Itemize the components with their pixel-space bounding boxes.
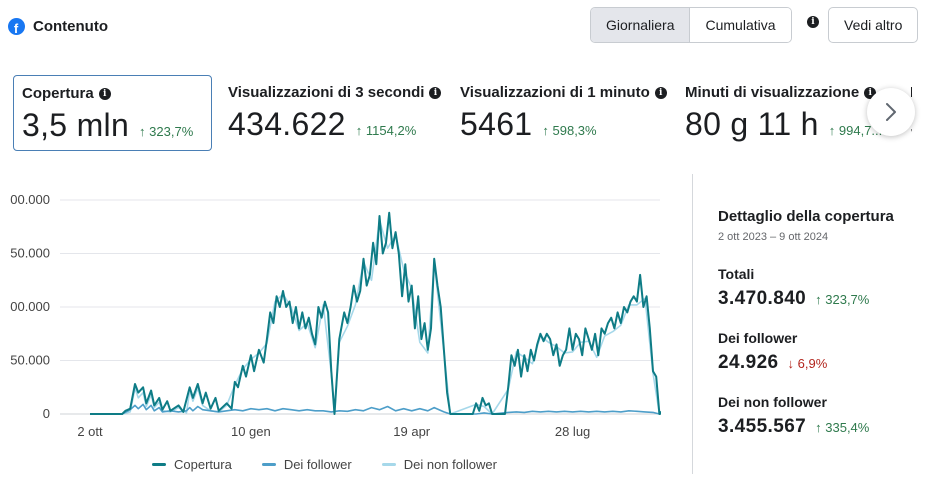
x-tick-label: 19 apr xyxy=(393,424,431,439)
y-tick-label: 00.000 xyxy=(10,299,50,314)
legend-item-non-follower[interactable]: Dei non follower xyxy=(381,457,497,472)
legend-swatch xyxy=(261,463,276,466)
chart-legend: Copertura Dei follower Dei non follower xyxy=(152,457,497,472)
metric-value: 5461 xyxy=(460,106,533,142)
metric-value: 80 g 11 h xyxy=(685,106,819,142)
legend-label: Dei non follower xyxy=(403,457,497,472)
metric-change: ↑ 323,7% xyxy=(139,124,194,139)
legend-item-follower[interactable]: Dei follower xyxy=(261,457,352,472)
info-icon[interactable]: i xyxy=(429,86,442,99)
breakdown-change: ↑ 335,4% xyxy=(815,420,870,435)
x-tick-label: 28 lug xyxy=(555,424,590,439)
legend-swatch xyxy=(381,463,396,466)
breakdown-change: ↓ 6,9% xyxy=(787,356,828,371)
next-metrics-button[interactable] xyxy=(867,88,915,136)
metric-label: In xyxy=(910,84,912,101)
breakdown-label: Dei non follower xyxy=(718,394,827,410)
metric-change: ↑ 1154,2% xyxy=(355,123,417,138)
legend-swatch xyxy=(152,463,166,466)
info-icon[interactable]: i xyxy=(807,16,819,28)
legend-label: Dei follower xyxy=(283,457,352,472)
y-tick-label: 50.000 xyxy=(10,246,50,261)
breakdown-title: Dettaglio della copertura xyxy=(718,208,894,225)
metric-change: ↑ 994,7... xyxy=(828,123,883,138)
see-more-button[interactable]: Vedi altro xyxy=(828,7,919,43)
breakdown-non-followers: Dei non follower 3.455.567 ↑ 335,4% xyxy=(718,394,869,438)
panel-divider xyxy=(692,174,693,474)
metric-card-reach[interactable]: Copertura i 3,5 mln ↑ 323,7% xyxy=(13,75,212,151)
facebook-logo-icon: f xyxy=(8,17,25,35)
metric-value: 434.622 xyxy=(228,106,346,142)
breakdown-followers: Dei follower 24.926 ↓ 6,9% xyxy=(718,330,827,374)
page-header: f Contenuto xyxy=(8,14,108,38)
breakdown-label: Totali xyxy=(718,266,755,282)
breakdown-value: 3.470.840 xyxy=(718,288,807,309)
metric-label: Copertura xyxy=(22,85,94,102)
metric-card-minutes-viewed[interactable]: Minuti di visualizzazione i 80 g 11 h ↑ … xyxy=(677,75,887,151)
x-tick-label: 10 gen xyxy=(231,424,271,439)
info-icon[interactable]: i xyxy=(98,87,111,100)
legend-item-copertura[interactable]: Copertura xyxy=(152,457,232,472)
breakdown-label: Dei follower xyxy=(718,330,798,346)
x-tick-label: 2 ott xyxy=(77,424,103,439)
breakdown-total: Totali 3.470.840 ↑ 323,7% xyxy=(718,266,869,310)
section-title: Contenuto xyxy=(33,17,108,35)
breakdown-value: 3.455.567 xyxy=(718,416,807,437)
metric-change: ↑ 598,3% xyxy=(542,123,597,138)
series-line-follower[interactable] xyxy=(90,403,661,415)
reach-breakdown-panel: Dettaglio della copertura 2 ott 2023 – 9… xyxy=(718,208,894,437)
metric-card-1m-views[interactable]: Visualizzazioni di 1 minuto i 5461 ↑ 598… xyxy=(452,75,672,151)
metric-label: Visualizzazioni di 3 secondi xyxy=(228,84,425,101)
breakdown-date-range: 2 ott 2023 – 9 ott 2024 xyxy=(718,231,829,243)
chevron-right-icon xyxy=(886,103,896,121)
daily-toggle-button[interactable]: Giornaliera xyxy=(591,8,691,42)
y-tick-label: 00.000 xyxy=(10,192,50,207)
reach-line-chart: 00.000 50.000 00.000 50.000 0 2 ott 10 gen 19 a… xyxy=(10,192,661,439)
metric-label: Visualizzazioni di 1 minuto xyxy=(460,84,650,101)
view-mode-toggle: Giornaliera Cumulativa xyxy=(590,7,792,43)
metric-value: 3,5 mln xyxy=(22,107,130,143)
info-icon[interactable]: i xyxy=(654,86,667,99)
series-line-copertura[interactable] xyxy=(90,211,661,415)
metrics-row: Copertura i 3,5 mln ↑ 323,7% Visualizzaz… xyxy=(0,75,912,155)
metric-label: Minuti di visualizzazione xyxy=(685,84,860,101)
y-tick-label: 50.000 xyxy=(10,353,50,368)
legend-label: Copertura xyxy=(174,457,232,472)
metric-card-3s-views[interactable]: Visualizzazioni di 3 secondi i 434.622 ↑… xyxy=(220,75,445,151)
y-tick-label: 0 xyxy=(43,406,50,421)
breakdown-value: 24.926 xyxy=(718,352,779,373)
cumulative-toggle-button[interactable]: Cumulativa xyxy=(690,8,791,42)
breakdown-change: ↑ 323,7% xyxy=(815,292,870,307)
